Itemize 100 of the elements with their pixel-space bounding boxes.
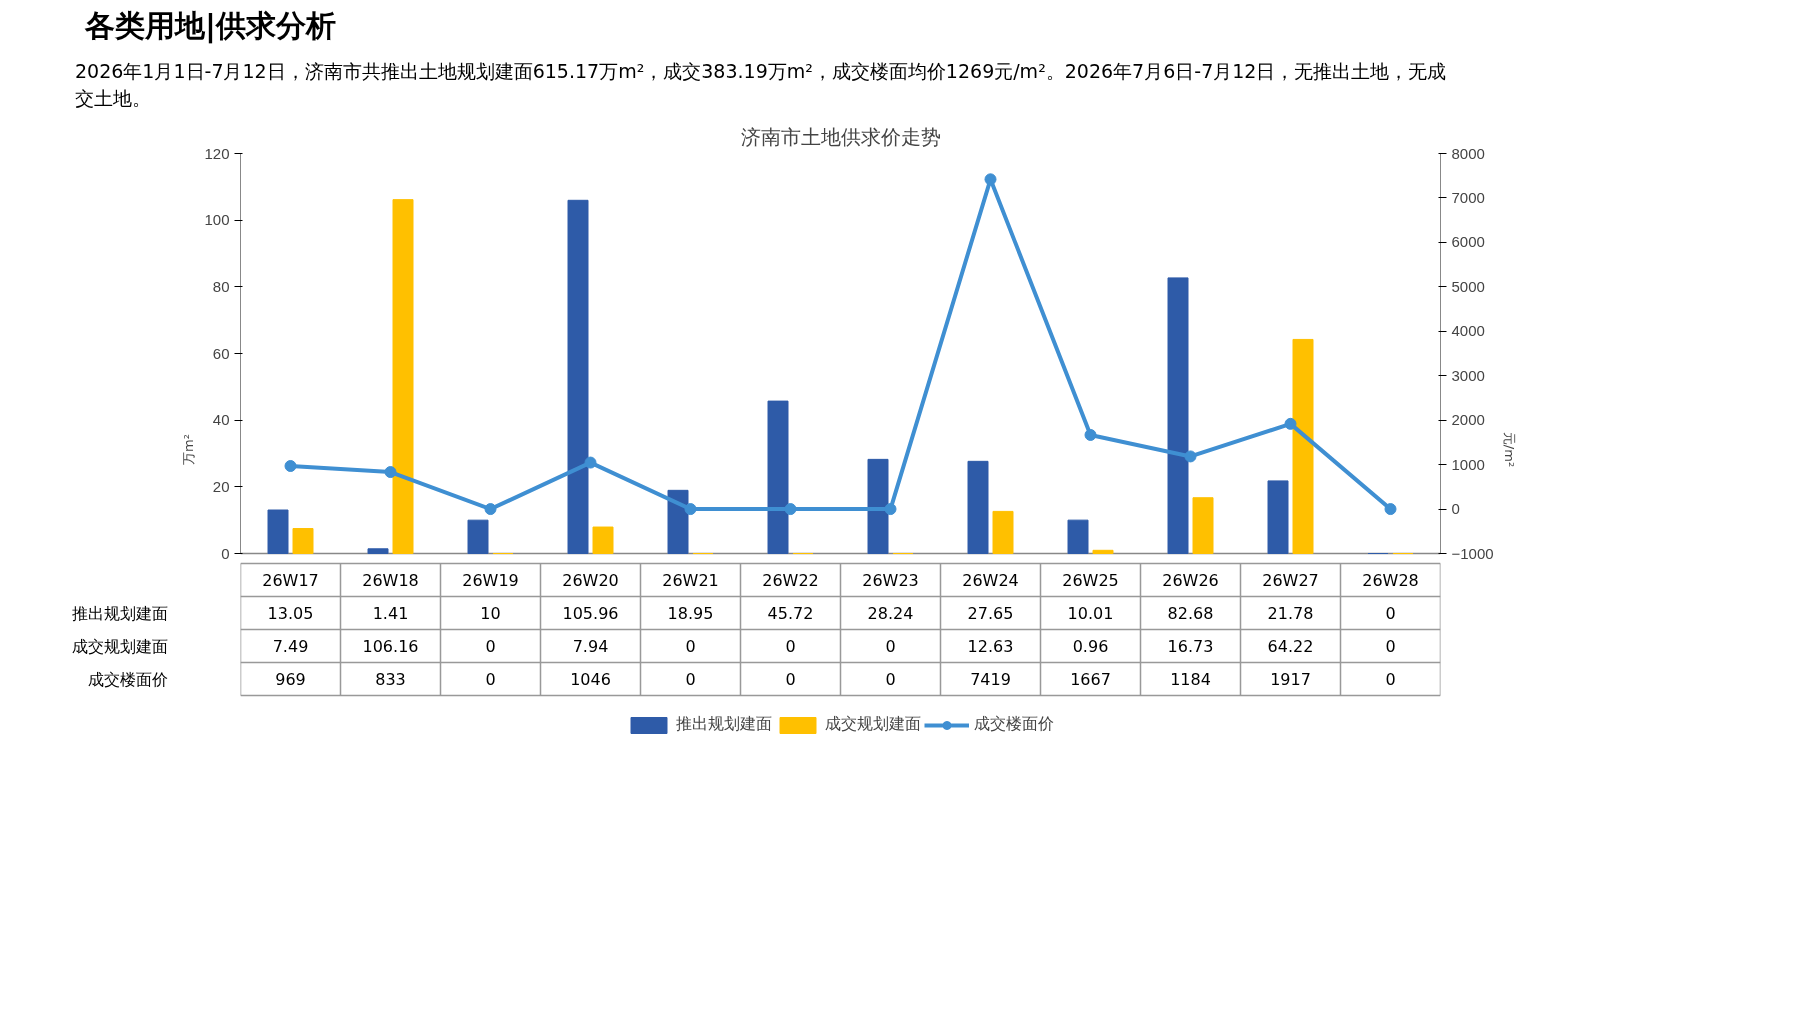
bar: [1192, 497, 1214, 555]
text: 成交楼面价: [87, 669, 168, 689]
chart-title: 济南市土地供求价走势: [740, 124, 941, 149]
bar: [1292, 339, 1314, 555]
data-label: 18.95: [667, 604, 714, 624]
data-label: 1184: [1170, 670, 1211, 690]
data-label: 106.16: [362, 637, 419, 657]
point: [1284, 417, 1297, 430]
data-label: 21.78: [1267, 604, 1314, 624]
data-label: 16.73: [1167, 637, 1214, 657]
bar: [1267, 480, 1289, 555]
data-label: 1046: [570, 670, 611, 690]
data-label: 0: [1385, 604, 1396, 624]
x-tick-label: 26W20: [562, 570, 619, 590]
data-label: 105.96: [562, 604, 619, 624]
y2-tick-label: 6000: [1451, 233, 1485, 251]
legend-label: 推出规划建面: [676, 714, 772, 736]
data-label: 0: [485, 670, 496, 690]
data-label: 969: [275, 670, 306, 690]
x-tick-label: 26W26: [1162, 570, 1219, 590]
x-tick-label: 26W22: [762, 570, 819, 590]
bar: [1167, 277, 1189, 555]
data-label: 7.94: [572, 637, 609, 657]
data-label: 12.63: [967, 637, 1014, 657]
data-label: 0: [885, 637, 896, 657]
point: [1184, 450, 1197, 463]
point: [684, 503, 697, 516]
x-tick-label: 26W25: [1062, 570, 1119, 590]
bar: [392, 199, 414, 555]
y-tick-label: 20: [212, 477, 230, 495]
y-tick-label: 80: [212, 277, 230, 295]
point: [284, 460, 297, 473]
data-label: 7419: [970, 670, 1011, 690]
data-label: 28.24: [867, 604, 914, 624]
y2-tick-label: 3000: [1451, 366, 1485, 384]
data-label: 1.41: [372, 604, 409, 624]
x-tick-label: 26W18: [362, 570, 419, 590]
point: [584, 456, 597, 469]
point: [884, 503, 897, 516]
data-label: 0: [885, 670, 896, 690]
y2-tick-label: 2000: [1451, 411, 1485, 429]
data-label: 0: [685, 637, 696, 657]
text: 成交规划建面: [71, 636, 168, 656]
x-tick-label: 26W17: [262, 570, 319, 590]
x-tick-label: 26W19: [462, 570, 519, 590]
data-label: 10: [480, 604, 501, 624]
data-label: 0: [685, 670, 696, 690]
y2-tick-label: −1000: [1451, 544, 1494, 562]
y-tick-label: 100: [204, 211, 230, 229]
data-label: 0: [785, 670, 796, 690]
data-label: 10.01: [1067, 604, 1114, 624]
data-label: 64.22: [1267, 637, 1314, 657]
bar: [992, 511, 1014, 555]
bar: [292, 528, 314, 555]
y2-tick-label: 1000: [1451, 455, 1485, 473]
point: [384, 466, 397, 479]
data-label: 1667: [1070, 670, 1111, 690]
y2-tick-label: 7000: [1451, 189, 1485, 207]
y-tick-label: 0: [221, 544, 230, 562]
bar: [767, 400, 789, 555]
text: 各类用地|供求分析: [85, 7, 336, 46]
y-axis-title: 万m²: [181, 434, 197, 466]
x-tick-label: 26W23: [862, 570, 919, 590]
bar: [567, 199, 589, 555]
x-tick-label: 26W24: [962, 570, 1019, 590]
data-label: 0: [485, 637, 496, 657]
bar: [967, 460, 989, 555]
bar: [267, 509, 289, 555]
data-label: 833: [375, 670, 406, 690]
data-label: 0.96: [1072, 637, 1109, 657]
point: [1384, 503, 1397, 516]
x-tick-label: 26W27: [1262, 570, 1319, 590]
bar: [367, 548, 389, 555]
data-label: 0: [1385, 637, 1396, 657]
bar: [1092, 549, 1114, 555]
data-label: 82.68: [1167, 604, 1214, 624]
point: [784, 503, 797, 516]
y2-tick-label: 4000: [1451, 322, 1485, 340]
bar: [467, 519, 489, 555]
point: [484, 503, 497, 516]
data-label: 0: [1385, 670, 1396, 690]
y2-tick-label: 5000: [1451, 277, 1485, 295]
data-label: 13.05: [267, 604, 314, 624]
point: [984, 173, 997, 186]
text: 推出规划建面: [71, 603, 168, 623]
y2-tick-label: 8000: [1451, 144, 1485, 162]
y2-tick-label: 0: [1451, 500, 1460, 518]
point: [1084, 429, 1097, 442]
data-label: 45.72: [767, 604, 814, 624]
y-tick-label: 60: [212, 344, 230, 362]
bar: [592, 526, 614, 555]
legend-label: 成交楼面价: [974, 714, 1054, 736]
x-tick-label: 26W21: [662, 570, 719, 590]
legend-label: 成交规划建面: [825, 714, 921, 736]
data-label: 7.49: [272, 637, 309, 657]
text: 2026年1月1日-7月12日，济南市共推出土地规划建面615.17万m²，成交383.19万m²，成交楼面均价1269元/m²。2026年7月6日-7月12日，无推出土地，无成交土地。: [75, 58, 1448, 111]
y2-axis-title: 元/m²: [1501, 432, 1517, 468]
data-label: 0: [785, 637, 796, 657]
bar: [867, 458, 889, 555]
x-tick-label: 26W28: [1362, 570, 1419, 590]
